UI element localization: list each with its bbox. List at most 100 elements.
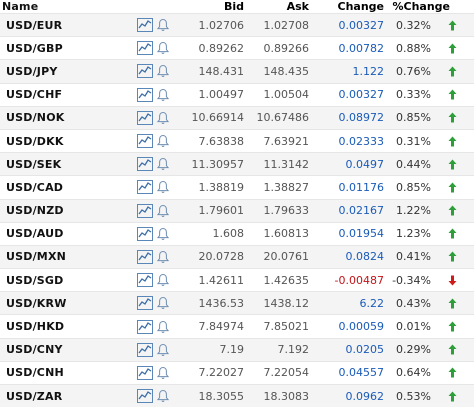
table-row[interactable]: USD/AUD 1.608 1.60813 0.01954 1.23% — [0, 221, 474, 245]
table-row[interactable]: USD/HKD 7.84974 7.85021 0.00059 0.01% — [0, 314, 474, 338]
bell-icon[interactable] — [157, 18, 169, 32]
bell-icon[interactable] — [157, 111, 169, 125]
table-row[interactable]: USD/NZD 1.79601 1.79633 0.02167 1.22% — [0, 198, 474, 222]
bell-icon[interactable] — [157, 389, 169, 403]
chart-icon[interactable] — [137, 365, 153, 380]
row-actions — [137, 157, 181, 172]
chart-icon[interactable] — [137, 18, 153, 33]
chart-icon[interactable] — [137, 157, 153, 172]
change-value: 0.02167 — [338, 204, 385, 218]
bid-value: 7.22027 — [198, 366, 245, 380]
currency-pair[interactable]: USD/ZAR — [6, 389, 63, 403]
bell-icon[interactable] — [157, 134, 169, 148]
currency-pair[interactable]: USD/CNH — [6, 366, 64, 380]
chart-icon[interactable] — [137, 342, 153, 357]
bell-icon[interactable] — [157, 250, 169, 264]
chart-icon[interactable] — [137, 134, 153, 149]
header-ask: Ask — [286, 0, 309, 13]
ask-value: 20.0761 — [263, 250, 310, 264]
currency-pair[interactable]: USD/CAD — [6, 180, 64, 194]
table-row[interactable]: USD/SEK 11.30957 11.3142 0.0497 0.44% — [0, 152, 474, 176]
chart-icon[interactable] — [137, 273, 153, 288]
bell-icon[interactable] — [157, 227, 169, 241]
ask-value: 18.3083 — [263, 389, 310, 403]
currency-pair[interactable]: USD/NZD — [6, 204, 64, 218]
table-row[interactable]: USD/NOK 10.66914 10.67486 0.08972 0.85% — [0, 105, 474, 129]
chart-icon[interactable] — [137, 226, 153, 241]
table-row[interactable]: USD/MXN 20.0728 20.0761 0.0824 0.41% — [0, 244, 474, 269]
bell-icon[interactable] — [157, 366, 169, 380]
currency-pair[interactable]: USD/SEK — [6, 157, 62, 171]
arrow-up-icon — [431, 344, 474, 355]
arrow-up-icon — [431, 321, 474, 332]
pct-change-value: 0.44% — [396, 157, 431, 171]
bid-value: 11.30957 — [191, 157, 245, 171]
currency-pair[interactable]: USD/CNY — [6, 343, 63, 357]
bell-icon[interactable] — [157, 296, 169, 310]
chart-icon[interactable] — [137, 296, 153, 311]
table-row[interactable]: USD/CNY 7.19 7.192 0.0205 0.29% — [0, 337, 474, 361]
bell-icon[interactable] — [157, 343, 169, 357]
bell-icon[interactable] — [157, 273, 169, 287]
bell-icon[interactable] — [157, 41, 169, 55]
chart-icon[interactable] — [137, 87, 153, 102]
currency-pair[interactable]: USD/GBP — [6, 41, 63, 55]
arrow-up-icon — [431, 20, 474, 31]
currency-pair[interactable]: USD/HKD — [6, 320, 65, 334]
chart-icon[interactable] — [137, 203, 153, 218]
chart-icon[interactable] — [137, 64, 153, 79]
currency-pair[interactable]: USD/SGD — [6, 273, 64, 287]
table-row[interactable]: USD/KRW 1436.53 1438.12 6.22 0.43% — [0, 291, 474, 315]
row-actions — [137, 365, 181, 380]
chart-icon[interactable] — [137, 389, 153, 404]
currency-pair[interactable]: USD/DKK — [6, 134, 64, 148]
bell-icon[interactable] — [157, 157, 169, 171]
table-row[interactable]: USD/GBP 0.89262 0.89266 0.00782 0.88% — [0, 36, 474, 60]
bell-icon[interactable] — [157, 320, 169, 334]
row-actions — [137, 87, 181, 102]
bid-value: 7.84974 — [198, 320, 245, 334]
table-row[interactable]: USD/CAD 1.38819 1.38827 0.01176 0.85% — [0, 175, 474, 199]
bid-value: 1.02706 — [198, 18, 245, 32]
currency-pair[interactable]: USD/JPY — [6, 64, 58, 78]
bid-value: 10.66914 — [191, 111, 245, 125]
table-row[interactable]: USD/EUR 1.02706 1.02708 0.00327 0.32% — [0, 13, 474, 37]
pct-change-value: 1.22% — [396, 204, 431, 218]
row-actions — [137, 134, 181, 149]
table-row[interactable]: USD/ZAR 18.3055 18.3083 0.0962 0.53% — [0, 384, 474, 408]
currency-pair[interactable]: USD/CHF — [6, 88, 63, 102]
pct-change-value: 1.23% — [396, 227, 431, 241]
table-row[interactable]: USD/CNH 7.22027 7.22054 0.04557 0.64% — [0, 360, 474, 384]
bid-value: 148.431 — [198, 64, 245, 78]
row-actions — [137, 273, 181, 288]
currency-pair[interactable]: USD/EUR — [6, 18, 63, 32]
table-body: USD/EUR 1.02706 1.02708 0.00327 0.32% USD/GBP… — [0, 13, 474, 408]
currency-pair[interactable]: USD/KRW — [6, 296, 67, 310]
pct-change-value: 0.85% — [396, 111, 431, 125]
bell-icon[interactable] — [157, 88, 169, 102]
table-row[interactable]: USD/CHF 1.00497 1.00504 0.00327 0.33% — [0, 82, 474, 106]
arrow-up-icon — [431, 228, 474, 239]
change-value: 0.01176 — [338, 180, 385, 194]
currency-pair[interactable]: USD/NOK — [6, 111, 65, 125]
chart-icon[interactable] — [137, 249, 153, 264]
table-row[interactable]: USD/SGD 1.42611 1.42635 -0.00487 -0.34% — [0, 268, 474, 292]
bell-icon[interactable] — [157, 204, 169, 218]
chart-icon[interactable] — [137, 319, 153, 334]
chart-icon[interactable] — [137, 110, 153, 125]
currency-pair[interactable]: USD/AUD — [6, 227, 64, 241]
currency-pair[interactable]: USD/MXN — [6, 250, 67, 264]
change-value: -0.00487 — [334, 273, 384, 287]
table-row[interactable]: USD/DKK 7.63838 7.63921 0.02333 0.31% — [0, 128, 474, 153]
pct-change-value: 0.85% — [396, 180, 431, 194]
chart-icon[interactable] — [137, 41, 153, 56]
chart-icon[interactable] — [137, 180, 153, 195]
bell-icon[interactable] — [157, 64, 169, 78]
bell-icon[interactable] — [157, 180, 169, 194]
change-value: 0.00059 — [338, 320, 385, 334]
table-row[interactable]: USD/JPY 148.431 148.435 1.122 0.76% — [0, 59, 474, 83]
pct-change-value: 0.29% — [396, 343, 431, 357]
ask-value: 7.192 — [277, 343, 310, 357]
row-actions — [137, 249, 181, 264]
row-actions — [137, 180, 181, 195]
